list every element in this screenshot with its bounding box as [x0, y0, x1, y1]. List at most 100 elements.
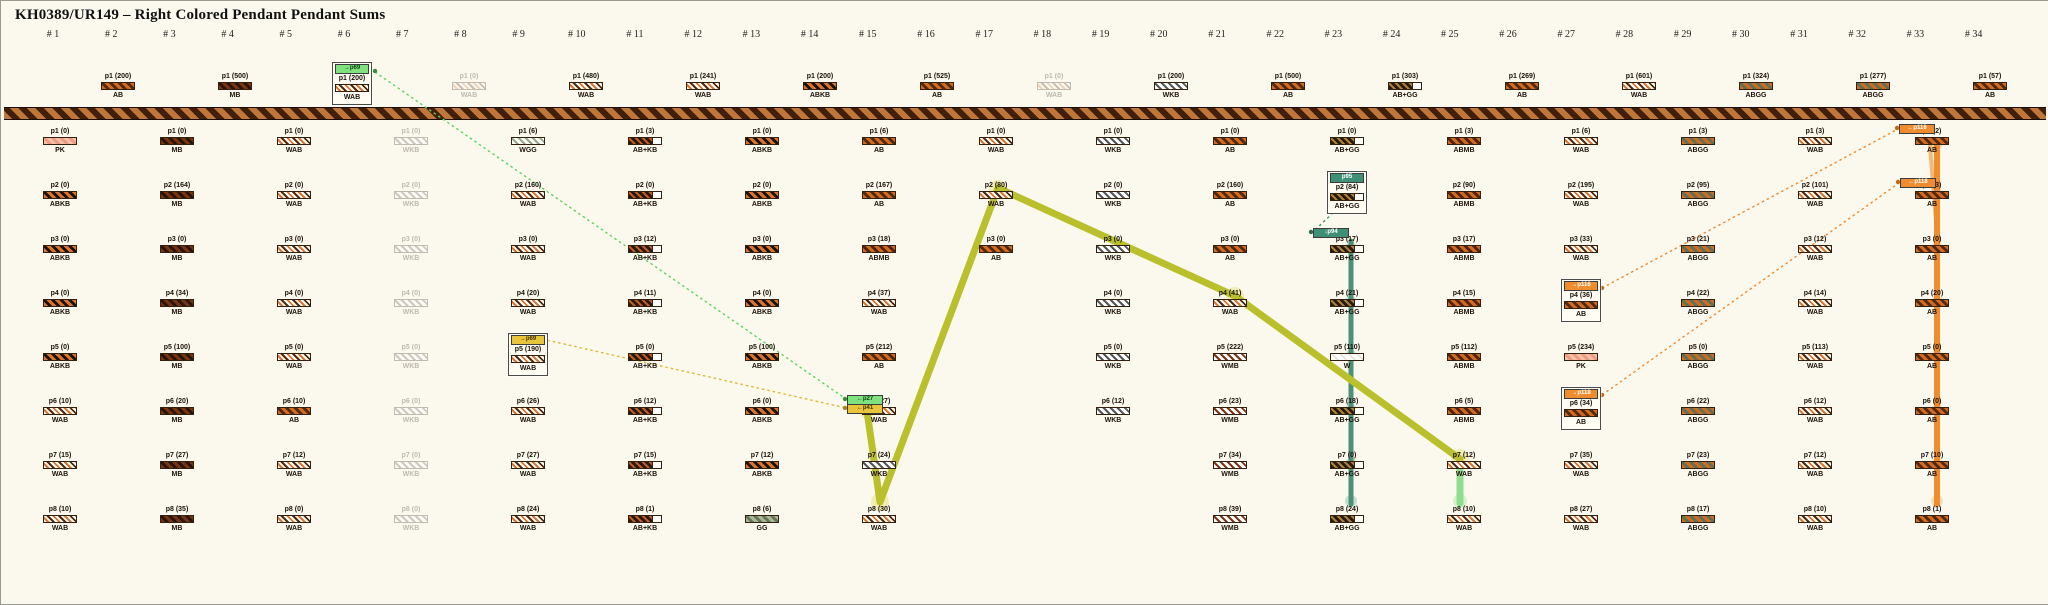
colorway-label: AB	[1926, 255, 1938, 262]
pendant-cell: p3 (0) MB	[155, 236, 199, 263]
pendant-cell: p5 (110) W	[1325, 344, 1369, 371]
colorway-label: AB+KB	[632, 255, 658, 262]
pendant-cell: p8 (39) WMB	[1208, 506, 1252, 533]
colorway-label: ABKB	[751, 147, 773, 154]
pendant-cell: p2 (95) ABGG	[1676, 182, 1720, 209]
pendant-cell: p3 (17) ABMB	[1442, 236, 1486, 263]
pendant-cell: p8 (10) WAB	[38, 506, 82, 533]
colorway-label: AB	[1575, 311, 1587, 318]
pendant-label: p5 (112)	[1450, 344, 1478, 351]
pendant-cell: p5 (100) ABKB	[740, 344, 784, 371]
colorway-label: WAB	[1572, 201, 1590, 208]
pendant-label: p4 (37)	[867, 290, 891, 297]
colorway-bar-AB	[1973, 82, 2007, 90]
colorway-label: WMB	[1221, 417, 1239, 424]
colorway-bar-ABGG	[1681, 299, 1715, 307]
colorway-label: ABKB	[49, 201, 71, 208]
colorway-label: ABKB	[751, 309, 773, 316]
colorway-bar-AB	[1213, 191, 1247, 199]
pendant-label: p7 (12)	[750, 452, 774, 459]
colorway-bar-MB	[160, 461, 194, 469]
pendant-label: p1 (601)	[1625, 73, 1653, 80]
pendant-cell: p3 (12) AB+KB	[623, 236, 667, 263]
pendant-cell: p5 (212) AB	[857, 344, 901, 371]
pendant-label: p1 (0)	[167, 128, 187, 135]
pendant-cell: p1 (200) ABKB	[798, 73, 842, 100]
pendant-cell: p2 (160) WAB	[506, 182, 550, 209]
colorway-bar-ABMB	[1447, 299, 1481, 307]
pendant-cell: p7 (0) AB+GG	[1325, 452, 1369, 479]
colorway-bar-WAB	[979, 191, 1013, 199]
colorway-bar-ABpGG	[1330, 245, 1364, 253]
colorway-label: AB+KB	[632, 147, 658, 154]
pendant-cell: p3 (0) AB	[1910, 236, 1954, 263]
colorway-label: ABGG	[1862, 92, 1884, 99]
colorway-bar-WAB	[335, 84, 369, 92]
pendant-cell: p3 (0) WKB	[1091, 236, 1135, 263]
column-header: # 24	[1382, 29, 1401, 40]
pendant-cell: p2 (164) MB	[155, 182, 199, 209]
pendant-cell: p7 (10) AB	[1910, 452, 1954, 479]
linked-pendant-box: →p116 p4 (36) AB	[1561, 279, 1601, 322]
pendant-label: p3 (12)	[633, 236, 657, 243]
colorway-label: WKB	[1104, 363, 1122, 370]
colorway-bar-PK	[43, 137, 77, 145]
colorway-bar-AB	[862, 191, 896, 199]
column-header: # 19	[1091, 29, 1110, 40]
colorway-bar-AB	[1915, 461, 1949, 469]
colorway-bar-WAB	[511, 245, 545, 253]
column-header: # 14	[800, 29, 819, 40]
colorway-bar-WAB	[569, 82, 603, 90]
pendant-label: p4 (0)	[752, 290, 772, 297]
colorway-bar-WAB	[1564, 461, 1598, 469]
colorway-bar-ABGG	[1681, 245, 1715, 253]
colorway-label: WKB	[1104, 309, 1122, 316]
colorway-label: ABKB	[751, 201, 773, 208]
colorway-bar-WAB	[511, 299, 545, 307]
colorway-bar-ABGG	[1681, 515, 1715, 523]
colorway-bar-ABpKB	[628, 353, 662, 361]
colorway-label: WAB	[1806, 255, 1824, 262]
pendant-cell: p4 (20) AB	[1910, 290, 1954, 317]
colorway-bar-WMB	[1213, 461, 1247, 469]
column-header: # 5	[279, 29, 293, 40]
colorway-bar-WAB	[511, 515, 545, 523]
pendant-label: p8 (1)	[1922, 506, 1942, 513]
pendant-cell: p2 (0) AB+KB	[623, 182, 667, 209]
pendant-label: p4 (0)	[284, 290, 304, 297]
colorway-bar-WAB	[979, 137, 1013, 145]
pendant-cell: →p69 p5 (190) WAB	[506, 333, 550, 376]
pendant-label: p1 (241)	[689, 73, 717, 80]
pendant-cell: p4 (0) WKB	[1091, 290, 1135, 317]
pendant-cell: p4 (0) WAB	[272, 290, 316, 317]
colorway-bar-ABpGG	[1330, 299, 1364, 307]
colorway-label: WGG	[519, 147, 537, 154]
column-header: # 20	[1150, 29, 1168, 40]
pendant-label: p3 (0)	[1922, 236, 1942, 243]
colorway-label: ABGG	[1687, 201, 1709, 208]
colorway-bar-ABpKB	[628, 461, 662, 469]
pendant-label: p4 (15)	[1452, 290, 1476, 297]
colorway-bar-WKB	[394, 191, 428, 199]
colorway-label: MB	[229, 92, 241, 99]
colorway-bar-ABpGG	[1330, 461, 1364, 469]
pendant-label: p1 (3)	[1688, 128, 1708, 135]
link-tag-orange: ←p118	[1900, 178, 1936, 188]
colorway-bar-WAB	[277, 245, 311, 253]
pendant-cell: p8 (35) MB	[155, 506, 199, 533]
pendant-label: p3 (17)	[1452, 236, 1476, 243]
pendant-cell: p4 (15) ABMB	[1442, 290, 1486, 317]
pendant-cell: p7 (12) WAB	[1442, 452, 1486, 479]
link-tag-yellow: ←p41	[847, 404, 883, 414]
pendant-label: p1 (0)	[1103, 128, 1123, 135]
pendant-cell: →p116 p4 (36) AB	[1559, 279, 1603, 322]
colorway-bar-WAB	[686, 82, 720, 90]
pendant-label: p2 (95)	[1686, 182, 1710, 189]
colorway-bar-WAB	[1798, 299, 1832, 307]
pendant-cell: p8 (10) WAB	[1442, 506, 1486, 533]
pendant-label: p1 (200)	[806, 73, 834, 80]
pendant-cell: p1 (241) WAB	[681, 73, 725, 100]
colorway-bar-PK	[1564, 353, 1598, 361]
colorway-label: WAB	[1572, 255, 1590, 262]
pendant-label: p4 (0)	[50, 290, 70, 297]
